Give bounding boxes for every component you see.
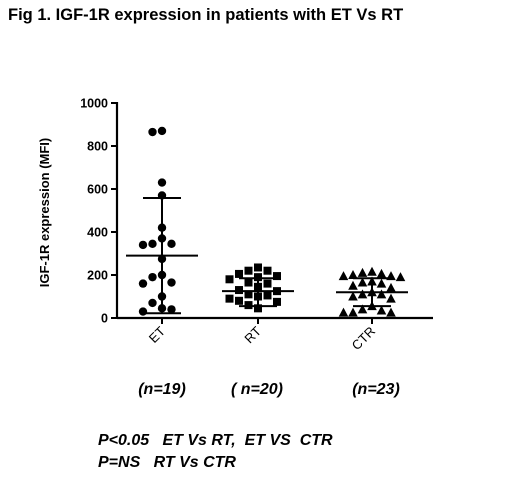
data-point-rt bbox=[254, 273, 262, 282]
data-point-et bbox=[138, 307, 148, 316]
data-point-et bbox=[148, 298, 157, 308]
y-tick-label: 0 bbox=[101, 312, 108, 326]
data-point-et bbox=[167, 278, 176, 287]
data-point-ctr bbox=[348, 270, 358, 279]
x-tick-label-rt: RT bbox=[241, 323, 264, 346]
data-point-rt bbox=[263, 291, 272, 300]
data-point-rt bbox=[225, 294, 234, 303]
stats-line-2: P=NS RT Vs CTR bbox=[98, 454, 236, 471]
data-point-ctr bbox=[386, 293, 396, 303]
y-tick-label: 400 bbox=[87, 226, 108, 240]
data-point-ctr bbox=[338, 271, 349, 281]
data-point-et bbox=[157, 178, 167, 187]
data-point-ctr bbox=[357, 289, 368, 299]
x-tick-label-ctr: CTR bbox=[349, 324, 378, 353]
data-point-et bbox=[167, 239, 176, 249]
data-point-rt bbox=[273, 272, 281, 281]
data-point-rt bbox=[254, 304, 262, 313]
data-point-ctr bbox=[357, 304, 368, 314]
data-point-et bbox=[167, 305, 176, 314]
stats-line-1: P<0.05 ET Vs RT, ET VS CTR bbox=[98, 432, 333, 449]
data-point-ctr bbox=[367, 266, 377, 276]
data-point-ctr bbox=[357, 277, 368, 287]
data-point-ctr bbox=[357, 267, 368, 277]
data-point-et bbox=[138, 279, 148, 288]
y-tick-label: 200 bbox=[87, 269, 108, 283]
y-axis-title: IGF-1R expression (MFI) bbox=[37, 138, 52, 288]
n-label-ctr: (n=23) bbox=[352, 381, 400, 398]
data-point-ctr bbox=[376, 305, 387, 315]
data-point-ctr bbox=[348, 291, 358, 301]
n-label-rt: ( n=20) bbox=[230, 381, 284, 398]
data-point-rt bbox=[244, 301, 253, 310]
data-point-ctr bbox=[386, 307, 396, 317]
figure-title: Fig 1. IGF-1R expression in patients wit… bbox=[8, 6, 404, 24]
data-point-ctr bbox=[386, 282, 396, 292]
n-label-et: (n=19) bbox=[138, 381, 186, 398]
statistics-note: P<0.05 ET Vs RT, ET VS CTR P=NS RT Vs CT… bbox=[98, 430, 333, 474]
data-point-ctr bbox=[376, 289, 387, 299]
data-point-et bbox=[148, 272, 157, 282]
data-point-ctr bbox=[348, 307, 358, 317]
data-point-ctr bbox=[376, 268, 387, 278]
data-point-et bbox=[138, 240, 148, 250]
data-point-rt bbox=[244, 278, 253, 287]
data-point-rt bbox=[263, 279, 272, 288]
data-point-rt bbox=[244, 290, 253, 299]
y-tick-label: 1000 bbox=[80, 97, 108, 111]
data-point-rt bbox=[254, 263, 262, 272]
data-point-rt bbox=[235, 296, 243, 305]
data-point-rt bbox=[244, 266, 253, 275]
data-point-rt bbox=[273, 297, 281, 306]
y-tick-label: 800 bbox=[87, 140, 108, 154]
data-point-et bbox=[157, 126, 167, 136]
data-point-rt bbox=[263, 266, 272, 275]
data-point-ctr bbox=[395, 272, 406, 282]
y-tick-label: 600 bbox=[87, 183, 108, 197]
data-point-et bbox=[148, 127, 157, 137]
x-tick-label-et: ET bbox=[146, 323, 168, 345]
data-point-rt bbox=[225, 275, 234, 284]
data-point-ctr bbox=[376, 278, 387, 288]
data-point-rt bbox=[235, 269, 243, 278]
data-point-rt bbox=[235, 286, 243, 295]
data-point-ctr bbox=[348, 280, 358, 290]
data-point-et bbox=[148, 239, 157, 249]
data-point-ctr bbox=[338, 307, 349, 317]
